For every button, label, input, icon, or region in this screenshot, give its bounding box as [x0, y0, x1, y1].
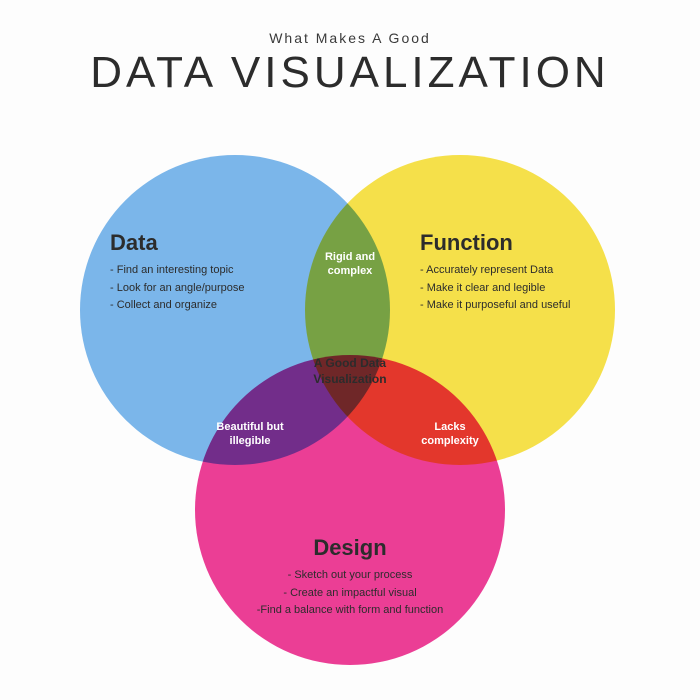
design-bullets: - Sketch out your process- Create an imp…: [225, 567, 475, 620]
design-label-block: Design - Sketch out your process- Create…: [225, 535, 475, 620]
venn-diagram: Data - Find an interesting topic- Look f…: [0, 140, 700, 700]
design-title: Design: [225, 535, 475, 561]
overlap-data-design: Beautiful butillegible: [205, 420, 295, 449]
function-title: Function: [420, 230, 630, 256]
overlap-function-design: Lackscomplexity: [405, 420, 495, 449]
data-bullets: - Find an interesting topic- Look for an…: [110, 262, 310, 315]
overlap-center: A Good DataVisualization: [300, 355, 400, 387]
header: What Makes A Good DATA VISUALIZATION: [0, 0, 700, 98]
overlap-data-function: Rigid andcomplex: [315, 250, 385, 279]
subtitle: What Makes A Good: [0, 30, 700, 46]
data-title: Data: [110, 230, 310, 256]
main-title: DATA VISUALIZATION: [0, 48, 700, 98]
function-bullets: - Accurately represent Data- Make it cle…: [420, 262, 630, 315]
function-label-block: Function - Accurately represent Data- Ma…: [420, 230, 630, 315]
data-label-block: Data - Find an interesting topic- Look f…: [110, 230, 310, 315]
